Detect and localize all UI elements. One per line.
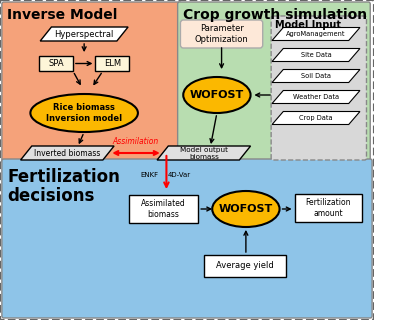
FancyBboxPatch shape: [0, 0, 374, 320]
Text: Soil Data: Soil Data: [301, 73, 331, 79]
FancyBboxPatch shape: [180, 20, 263, 48]
Polygon shape: [272, 49, 360, 61]
FancyBboxPatch shape: [129, 195, 198, 223]
Text: Fertilization
amount: Fertilization amount: [306, 198, 351, 218]
Text: Crop growth simulation: Crop growth simulation: [183, 8, 367, 22]
Text: Model output
biomass: Model output biomass: [180, 147, 228, 159]
FancyBboxPatch shape: [294, 194, 362, 222]
Text: SPA: SPA: [48, 59, 64, 68]
FancyBboxPatch shape: [39, 56, 73, 71]
Ellipse shape: [212, 191, 280, 227]
Polygon shape: [157, 146, 250, 160]
FancyBboxPatch shape: [271, 16, 366, 160]
Text: AgroManagement: AgroManagement: [286, 31, 346, 37]
Ellipse shape: [183, 77, 250, 113]
Polygon shape: [272, 69, 360, 83]
Text: Crop Data: Crop Data: [299, 115, 333, 121]
Text: Parameter
Optimization: Parameter Optimization: [195, 24, 248, 44]
Text: WOFOST: WOFOST: [190, 90, 244, 100]
Text: Average yield: Average yield: [216, 261, 274, 270]
Polygon shape: [272, 91, 360, 103]
FancyBboxPatch shape: [2, 159, 372, 318]
Text: Site Data: Site Data: [301, 52, 331, 58]
Polygon shape: [272, 111, 360, 124]
Text: Assimilated
biomass: Assimilated biomass: [141, 199, 186, 219]
Text: ENKF: ENKF: [140, 172, 159, 178]
Text: ELM: ELM: [104, 59, 121, 68]
Text: Model Input: Model Input: [275, 20, 341, 30]
Text: Weather Data: Weather Data: [293, 94, 339, 100]
FancyBboxPatch shape: [2, 2, 181, 163]
Polygon shape: [20, 146, 114, 160]
Text: Assimilation: Assimilation: [112, 137, 159, 146]
Text: Inverted biomass: Inverted biomass: [34, 148, 100, 157]
FancyBboxPatch shape: [95, 56, 129, 71]
Ellipse shape: [30, 94, 138, 132]
Text: WOFOST: WOFOST: [219, 204, 273, 214]
Polygon shape: [272, 28, 360, 41]
Text: Fertilization
decisions: Fertilization decisions: [8, 168, 120, 205]
Text: Rice biomass
Inversion model: Rice biomass Inversion model: [46, 103, 122, 123]
Text: Inverse Model: Inverse Model: [8, 8, 118, 22]
FancyBboxPatch shape: [178, 2, 370, 163]
Text: Hyperspectral: Hyperspectral: [54, 29, 114, 38]
FancyBboxPatch shape: [204, 255, 286, 277]
Polygon shape: [40, 27, 128, 41]
Text: 4D-Var: 4D-Var: [168, 172, 191, 178]
